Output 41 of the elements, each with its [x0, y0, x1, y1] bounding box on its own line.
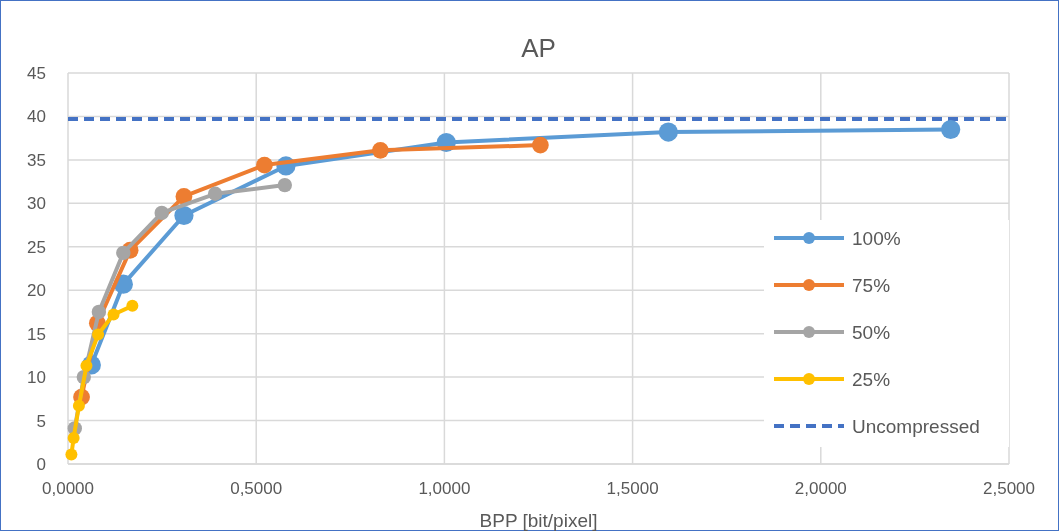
y-tick-label: 25	[27, 237, 46, 257]
point	[154, 205, 169, 221]
y-tick-label: 5	[36, 411, 46, 431]
y-tick-label: 45	[27, 63, 46, 83]
x-tick-label: 1,0000	[418, 479, 471, 498]
point	[116, 245, 131, 261]
x-tick-label: 1,5000	[606, 479, 659, 498]
x-tick-label: 2,0000	[794, 479, 847, 498]
y-tick-label: 10	[27, 368, 46, 388]
point	[72, 399, 85, 412]
point	[91, 304, 107, 320]
legend-label: 25%	[852, 368, 891, 390]
y-tick-label: 30	[27, 194, 46, 214]
point	[941, 119, 961, 140]
x-tick-label: 0,0000	[42, 479, 94, 498]
point	[372, 141, 389, 159]
legend-label: 100%	[852, 227, 901, 249]
y-tick-label: 35	[27, 150, 46, 170]
y-tick-label: 15	[27, 324, 46, 344]
point	[175, 187, 193, 205]
point	[65, 448, 78, 461]
x-tick-label: 2,5000	[983, 479, 1035, 498]
point	[531, 136, 549, 154]
point	[126, 299, 139, 312]
point	[67, 431, 80, 444]
point	[174, 205, 194, 226]
point	[92, 328, 105, 341]
point	[207, 186, 223, 201]
point	[107, 308, 120, 321]
legend-label: Uncompressed	[852, 415, 980, 437]
y-tick-label: 0	[36, 454, 46, 474]
x-tick-label: 0,5000	[230, 479, 283, 498]
x-axis-title: BPP [bit/pixel]	[479, 510, 598, 531]
legend-label: 50%	[852, 321, 891, 343]
y-tick-label: 40	[27, 107, 46, 127]
point	[277, 177, 293, 193]
y-tick-label: 20	[27, 281, 46, 301]
point	[256, 156, 273, 174]
chart-title: AP	[521, 33, 556, 63]
legend-label: 75%	[852, 274, 891, 296]
point	[658, 122, 678, 142]
